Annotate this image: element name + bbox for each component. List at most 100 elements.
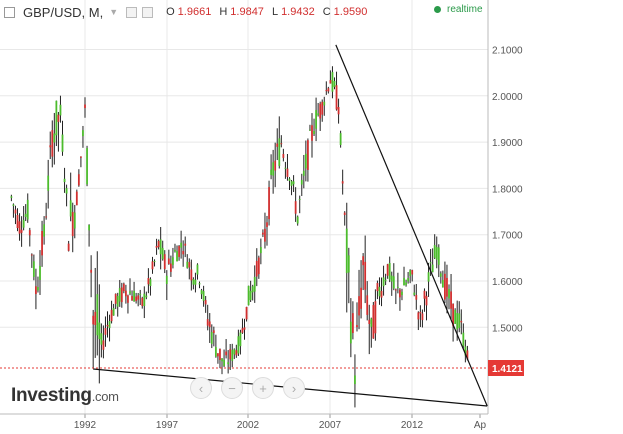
candle-body	[61, 134, 64, 152]
candle-body	[448, 289, 450, 299]
candle-body	[16, 214, 19, 229]
candle-body	[141, 297, 144, 306]
candle-body	[131, 296, 133, 301]
candle-body	[427, 272, 430, 282]
candle-body	[14, 209, 17, 214]
candle-body	[335, 85, 338, 110]
y-tick-label: 1.9000	[492, 138, 523, 149]
candle-body	[217, 353, 219, 357]
candle-body	[327, 88, 330, 92]
candle-body	[204, 300, 207, 305]
candle-body	[444, 273, 446, 300]
candle-body	[172, 257, 174, 265]
chevron-left-icon[interactable]: ‹	[190, 377, 212, 399]
realtime-indicator: realtime	[434, 4, 483, 15]
candle-body	[421, 313, 424, 321]
candle-body	[167, 258, 170, 264]
candle-body	[460, 320, 463, 323]
candle-body	[276, 143, 279, 147]
candle-body	[302, 170, 305, 176]
logo-brand: Investing	[11, 385, 92, 406]
candle-body	[186, 261, 189, 268]
candle-body	[439, 273, 442, 277]
candle-body	[210, 332, 213, 344]
candle-body	[290, 181, 293, 186]
candle-body	[12, 204, 15, 206]
close-icon[interactable]	[142, 6, 154, 18]
candle-body	[149, 279, 152, 287]
candle-body	[294, 201, 297, 214]
candle-body	[159, 239, 162, 255]
candle-body	[35, 286, 37, 295]
candle-body	[106, 324, 109, 327]
ohlc-low-value: 1.9432	[281, 6, 315, 18]
candle-body	[300, 179, 303, 185]
candle-body	[390, 275, 393, 282]
candle-body	[362, 256, 365, 266]
candle-body	[153, 260, 156, 262]
candle-body	[223, 359, 225, 366]
candle-body	[298, 198, 301, 200]
candle-body	[257, 257, 260, 275]
candle-body	[110, 309, 113, 322]
ohlc-close-key: C	[322, 6, 331, 18]
candle-body	[178, 246, 180, 257]
candle-body	[431, 264, 434, 273]
candle-body	[122, 283, 125, 292]
candle-body	[286, 168, 289, 177]
candle-body	[116, 295, 119, 307]
candle-body	[28, 230, 31, 236]
y-tick-label: 2.0000	[492, 92, 523, 103]
candle-body	[133, 290, 135, 302]
candle-body	[229, 349, 232, 360]
candle-body	[372, 305, 375, 339]
candle-body	[190, 269, 193, 281]
x-tick-label: 1997	[156, 420, 179, 431]
chevron-right-icon[interactable]: ›	[283, 377, 305, 399]
x-tick-label: 2012	[401, 420, 424, 431]
candle-body	[143, 293, 146, 306]
candle-body	[24, 213, 27, 217]
candle-body	[345, 228, 348, 274]
candle-body	[251, 286, 254, 293]
candle-body	[354, 375, 356, 385]
candle-body	[411, 270, 414, 275]
candle-body	[71, 211, 74, 237]
candle-body	[423, 290, 426, 299]
candle-body	[225, 351, 228, 356]
candle-body	[18, 221, 21, 234]
candle-body	[196, 264, 199, 275]
candle-body	[88, 225, 90, 231]
candle-body	[378, 286, 381, 297]
zoom-in-icon[interactable]: +	[252, 377, 274, 399]
realtime-dot-icon	[434, 6, 441, 13]
candle-body	[403, 277, 405, 286]
candle-body	[380, 290, 383, 298]
candle-body	[73, 212, 76, 229]
ohlc-high-value: 1.9847	[230, 6, 264, 18]
candle-body	[339, 133, 342, 145]
logo-domain: .com	[91, 389, 119, 404]
candle-body	[77, 174, 80, 186]
zoom-out-icon[interactable]: −	[221, 377, 243, 399]
chart-header: GBP/USD, M, ▼ O 1.9661 H 1.9847 L 1.9432…	[0, 3, 367, 21]
candle-body	[405, 282, 407, 285]
candle-body	[264, 228, 266, 242]
candle-body	[259, 246, 262, 254]
candle-body	[200, 290, 203, 295]
investing-logo[interactable]: Investing.com	[11, 385, 119, 407]
candle-body	[452, 303, 454, 327]
settings-icon[interactable]	[126, 6, 138, 18]
resistance-trendline	[335, 44, 488, 407]
candle-body	[135, 296, 138, 302]
candle-body	[245, 306, 248, 320]
candle-body	[161, 247, 164, 260]
chevron-down-icon[interactable]: ▼	[109, 7, 119, 17]
candle-body	[337, 107, 340, 115]
candle-body	[351, 313, 354, 334]
candle-body	[180, 242, 183, 248]
candle-body	[319, 103, 322, 119]
symbol-icon[interactable]	[4, 6, 15, 18]
